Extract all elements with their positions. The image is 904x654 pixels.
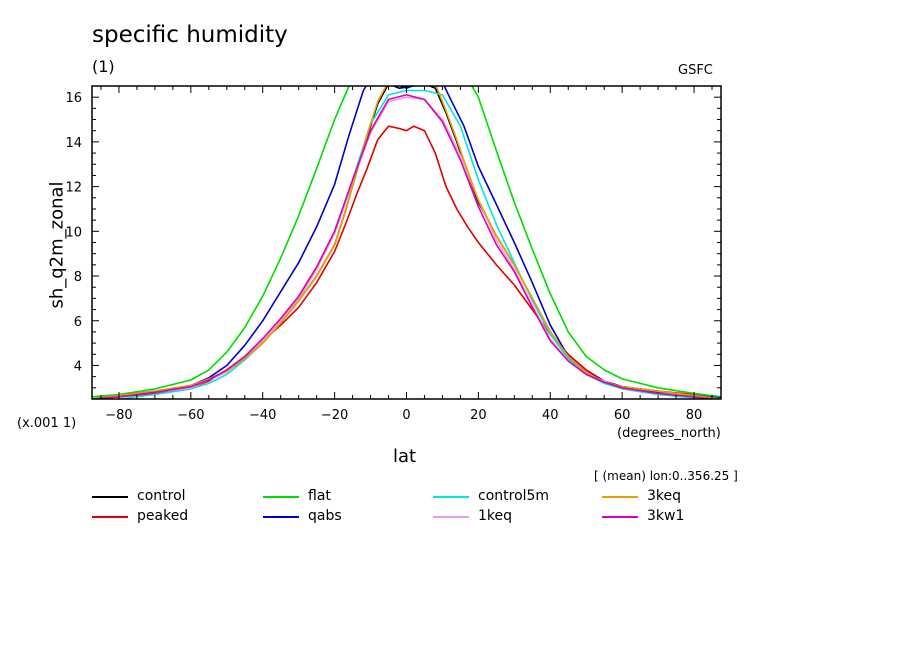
plot-frame [91,85,722,400]
legend-swatch [602,516,638,518]
x-tick-label: 60 [614,408,631,423]
legend-swatch [263,516,299,518]
averaging-note: [ (mean) lon:0..356.25 ] [594,469,738,483]
x-tick-label: −60 [177,408,204,423]
y-scale-note: (x.001 1) [17,416,77,431]
y-axis-label: sh_q2m_zonal [46,181,68,309]
series-line-control5m [109,89,710,399]
series-line-peaked [92,125,721,399]
legend-label: 3kw1 [647,508,685,524]
legend-label: qabs [308,508,342,524]
y-tick-label: 4 [74,359,82,374]
y-tick-label: 6 [74,315,82,330]
legend-label: 3keq [647,488,682,504]
legend-label: control5m [478,488,550,504]
x-tick-label: −20 [321,408,348,423]
legend-label: 1keq [478,508,513,524]
series-line-1keq [92,96,721,399]
x-tick-label: 40 [542,408,559,423]
chart-subtitle: (1) [92,57,115,76]
x-tick-label: 20 [470,408,487,423]
legend-label: flat [308,488,331,504]
source-label: GSFC [678,63,713,78]
legend-label: control [137,488,186,504]
y-tick-label: 12 [65,181,82,196]
series-line-3keq [92,86,721,399]
x-tick-label: −80 [105,408,132,423]
y-tick-label: 14 [65,136,82,151]
legend-swatch [92,516,128,518]
x-tick-label: −40 [249,408,276,423]
legend-label: peaked [137,508,189,524]
x-tick-label: 80 [686,408,703,423]
x-tick-label: 0 [402,408,410,423]
legend-swatch [92,496,128,498]
series-line-flat [92,86,721,398]
legend-swatch [433,496,469,498]
chart-title: specific humidity [92,22,288,48]
y-tick-label: 8 [74,270,82,285]
legend-swatch [263,496,299,498]
x-units-label: (degrees_north) [617,426,721,441]
x-axis-label: lat [393,446,417,467]
series-line-3kw1 [92,94,719,399]
legend-swatch [433,516,469,518]
y-tick-label: 16 [65,91,82,106]
series-line-qabs [92,86,721,399]
legend-swatch [602,496,638,498]
y-tick-label: 10 [65,225,82,240]
